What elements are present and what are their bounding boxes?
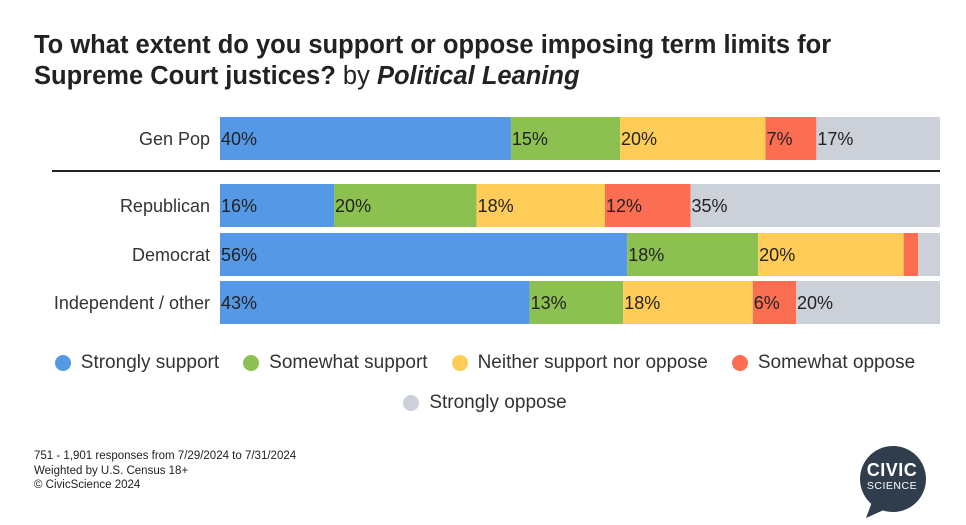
data-label-democrat-somewhat-support: 18%	[628, 245, 664, 265]
legend-swatch	[403, 395, 420, 411]
footnote-weighting: Weighted by U.S. Census 18+	[34, 464, 189, 477]
legend-label: Neither support nor oppose	[477, 352, 708, 373]
data-label-republican-strongly-oppose: 35%	[691, 196, 727, 216]
bar-segment-independent-other-strongly-support	[220, 281, 530, 324]
title-by: by	[342, 62, 370, 90]
bar-segment-independent-other-neither-support-nor-oppose	[623, 281, 753, 324]
bar-segment-independent-other-somewhat-support	[529, 281, 624, 324]
legend-item-strongly-support: Strongly support	[54, 352, 220, 374]
bar-segment-democrat-neither-support-nor-oppose	[758, 233, 904, 276]
data-label-democrat-strongly-support: 56%	[221, 245, 257, 265]
bar-segment-independent-other-somewhat-oppose	[752, 281, 796, 324]
footnote-responses: 751 - 1,901 responses from 7/29/2024 to …	[34, 450, 297, 462]
bar-segment-democrat-somewhat-oppose	[903, 233, 919, 276]
legend-label: Somewhat support	[269, 352, 428, 373]
bar-segment-gen-pop-somewhat-support	[510, 117, 620, 160]
legend-label: Strongly oppose	[429, 392, 567, 413]
legend-item-strongly-oppose: Strongly oppose	[403, 392, 567, 414]
bar-row-gen-pop: Gen Pop 40% 15% 20% 7% 17%	[139, 117, 940, 160]
chart-title: To what extent do you support or oppose …	[34, 30, 934, 92]
bar-segment-republican-neither-support-nor-oppose	[476, 184, 605, 227]
data-label-gen-pop-neither-support-nor-oppose: 20%	[621, 129, 657, 149]
bar-segment-democrat-strongly-support	[220, 233, 628, 276]
logo-text-civic: CIVIC	[866, 460, 918, 480]
legend-item-somewhat-oppose: Somewhat oppose	[731, 352, 916, 374]
bar-segment-republican-somewhat-support	[334, 184, 477, 227]
bar-segment-gen-pop-somewhat-oppose	[765, 117, 817, 160]
data-label-independent-other-somewhat-oppose: 6%	[754, 293, 780, 313]
legend-swatch	[731, 355, 748, 371]
bar-row-republican: Republican 16% 20% 18% 12% 35%	[120, 184, 940, 227]
legend-swatch	[243, 355, 260, 371]
bar-segment-republican-strongly-support	[220, 184, 335, 227]
data-label-gen-pop-somewhat-oppose: 7%	[766, 129, 792, 149]
footnote-copyright: © CivicScience 2024	[34, 479, 141, 491]
data-label-republican-strongly-support: 16%	[221, 196, 257, 216]
bar-segment-republican-strongly-oppose	[690, 184, 940, 227]
category-label-independent-other: Independent / other	[54, 293, 210, 313]
legend-label: Strongly support	[80, 352, 220, 373]
civicscience-logo: CIVIC SCIENCE	[858, 446, 930, 518]
legend-item-neither-support-nor-oppose: Neither support nor oppose	[451, 352, 708, 374]
category-label-republican: Republican	[120, 196, 210, 216]
bar-segment-independent-other-strongly-oppose	[796, 281, 940, 324]
bar-segment-democrat-somewhat-support	[627, 233, 759, 276]
legend-label: Somewhat oppose	[757, 352, 916, 373]
title-question: To what extent do you support or oppose …	[34, 31, 832, 90]
data-label-independent-other-somewhat-support: 13%	[531, 293, 567, 313]
data-label-independent-other-strongly-support: 43%	[221, 293, 257, 313]
footnote: 751 - 1,901 responses from 7/29/2024 to …	[34, 449, 296, 493]
data-label-republican-neither-support-nor-oppose: 18%	[478, 196, 514, 216]
category-label-democrat: Democrat	[132, 245, 210, 265]
legend-swatch	[451, 355, 468, 371]
bar-segment-gen-pop-strongly-oppose	[816, 117, 940, 160]
bar-segment-democrat-strongly-oppose	[918, 233, 940, 276]
bar-segment-gen-pop-strongly-support	[220, 117, 511, 160]
bar-row-independent-other: Independent / other 43% 13% 18% 6% 20%	[54, 281, 940, 324]
title-leaning: Political Leaning	[376, 62, 580, 90]
data-label-gen-pop-somewhat-support: 15%	[512, 129, 548, 149]
logo-badge-shape	[860, 446, 926, 518]
logo-text-science: SCIENCE	[866, 480, 918, 492]
data-label-democrat-neither-support-nor-oppose: 20%	[759, 245, 795, 265]
data-label-gen-pop-strongly-oppose: 17%	[817, 129, 853, 149]
bar-segment-republican-somewhat-oppose	[604, 184, 691, 227]
stacked-bar-chart: Gen Pop 40% 15% 20% 7% 17% Republican 16% 20% 18%…	[52, 117, 940, 324]
bar-segment-gen-pop-neither-support-nor-oppose	[620, 117, 766, 160]
legend-item-somewhat-support: Somewhat support	[243, 352, 428, 374]
chart-legend: Strongly support Somewhat support Neither …	[40, 352, 930, 414]
data-label-independent-other-neither-support-nor-oppose: 18%	[624, 293, 660, 313]
data-label-republican-somewhat-oppose: 12%	[606, 196, 642, 216]
data-label-independent-other-strongly-oppose: 20%	[797, 293, 833, 313]
data-label-gen-pop-strongly-support: 40%	[221, 129, 257, 149]
legend-swatch	[54, 355, 71, 371]
category-label-gen-pop: Gen Pop	[139, 129, 210, 149]
bar-row-democrat: Democrat 56% 18% 20%	[132, 233, 940, 276]
data-label-republican-somewhat-support: 20%	[335, 196, 371, 216]
